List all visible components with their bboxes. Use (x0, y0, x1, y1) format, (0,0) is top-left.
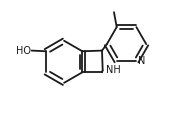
Text: HO: HO (16, 46, 31, 56)
Text: NH: NH (106, 65, 121, 75)
Text: N: N (138, 56, 146, 66)
